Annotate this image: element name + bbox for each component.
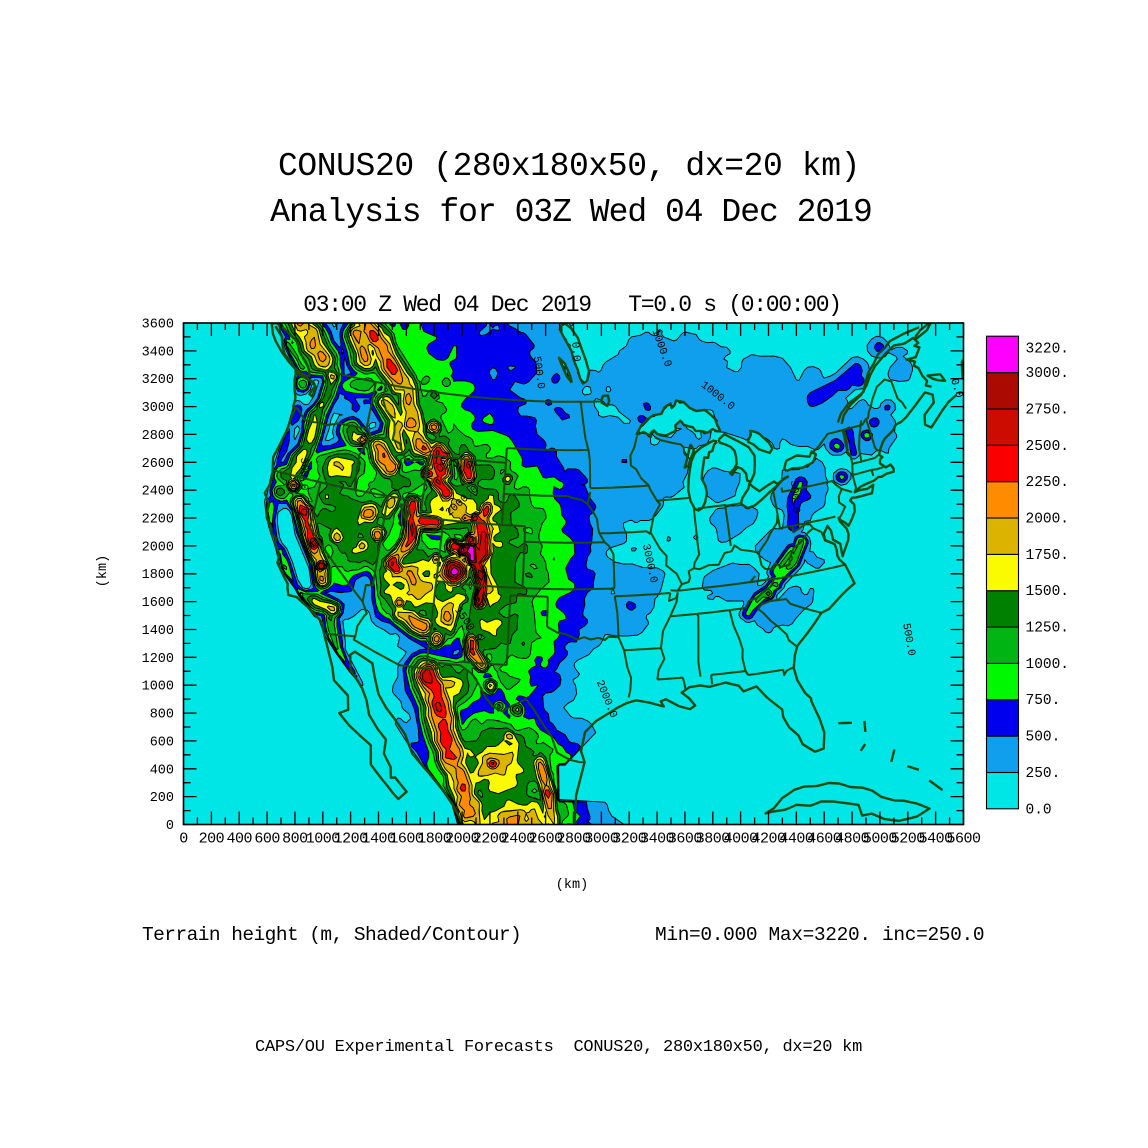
svg-text:2600: 2600 xyxy=(529,831,564,848)
svg-text:Analysis for 03Z Wed 04 Dec 20: Analysis for 03Z Wed 04 Dec 2019 xyxy=(270,194,872,231)
svg-text:3400: 3400 xyxy=(640,831,675,848)
svg-text:1200: 1200 xyxy=(334,831,369,848)
svg-text:4200: 4200 xyxy=(751,831,786,848)
svg-text:200: 200 xyxy=(150,791,174,806)
svg-text:4000: 4000 xyxy=(724,831,759,848)
svg-text:500.: 500. xyxy=(1026,730,1061,746)
svg-text:800: 800 xyxy=(282,831,308,848)
svg-text:4400: 4400 xyxy=(779,831,814,848)
svg-text:200: 200 xyxy=(199,831,225,848)
svg-text:0.0: 0.0 xyxy=(568,341,582,362)
svg-text:(km): (km) xyxy=(96,555,111,587)
svg-text:1000.: 1000. xyxy=(1026,657,1070,673)
svg-text:5000: 5000 xyxy=(863,831,898,848)
svg-text:2800: 2800 xyxy=(142,429,174,444)
svg-text:600: 600 xyxy=(150,735,174,750)
svg-text:2800: 2800 xyxy=(556,831,591,848)
svg-text:3000: 3000 xyxy=(584,831,619,848)
svg-text:5200: 5200 xyxy=(891,831,926,848)
svg-text:2000: 2000 xyxy=(142,540,174,555)
svg-text:400: 400 xyxy=(150,763,174,778)
svg-text:03:00 Z Wed 04 Dec 2019 T=0.: 03:00 Z Wed 04 Dec 2019 T=0.0 s (0:00:00… xyxy=(303,292,841,318)
svg-text:4800: 4800 xyxy=(835,831,870,848)
svg-text:3220.: 3220. xyxy=(1026,342,1070,358)
svg-text:800: 800 xyxy=(150,708,174,723)
svg-text:1600: 1600 xyxy=(142,596,174,611)
svg-text:(km): (km) xyxy=(556,878,588,893)
svg-text:2600: 2600 xyxy=(142,457,174,472)
svg-text:3600: 3600 xyxy=(668,831,703,848)
svg-text:500.0: 500.0 xyxy=(899,622,917,657)
svg-text:1250.: 1250. xyxy=(1026,621,1070,637)
svg-text:750.: 750. xyxy=(1026,693,1061,709)
svg-text:400: 400 xyxy=(226,831,252,848)
svg-text:1500.0: 1500.0 xyxy=(432,455,473,472)
svg-text:2000: 2000 xyxy=(445,831,480,848)
svg-text:600: 600 xyxy=(254,831,280,848)
svg-text:2400: 2400 xyxy=(501,831,536,848)
svg-text:0: 0 xyxy=(166,819,174,834)
svg-text:3400: 3400 xyxy=(142,345,174,360)
svg-text:500.0: 500.0 xyxy=(787,480,801,514)
svg-text:1400: 1400 xyxy=(142,624,174,639)
svg-text:2500.: 2500. xyxy=(1026,439,1070,455)
svg-text:3000.: 3000. xyxy=(1026,366,1070,382)
svg-text:2400: 2400 xyxy=(142,485,174,500)
svg-text:1000: 1000 xyxy=(306,831,341,848)
svg-text:1750.: 1750. xyxy=(1026,548,1070,564)
svg-text:250.: 250. xyxy=(1026,766,1061,782)
svg-text:3800: 3800 xyxy=(696,831,731,848)
svg-text:500.0: 500.0 xyxy=(530,356,546,390)
svg-text:1800: 1800 xyxy=(417,831,452,848)
svg-text:5400: 5400 xyxy=(919,831,954,848)
svg-text:1800: 1800 xyxy=(142,568,174,583)
svg-text:0: 0 xyxy=(179,831,188,848)
svg-text:1600: 1600 xyxy=(389,831,424,848)
svg-text:Min=0.000 Max=3220. inc=250.0: Min=0.000 Max=3220. inc=250.0 xyxy=(655,924,984,946)
svg-text:3200: 3200 xyxy=(612,831,647,848)
svg-text:2000.: 2000. xyxy=(1026,512,1070,528)
svg-text:3200: 3200 xyxy=(142,373,174,388)
svg-text:500.0: 500.0 xyxy=(297,457,309,490)
svg-text:2750.: 2750. xyxy=(1026,402,1070,418)
svg-text:3000: 3000 xyxy=(142,401,174,416)
svg-text:2200: 2200 xyxy=(473,831,508,848)
svg-text:1200: 1200 xyxy=(142,652,174,667)
svg-text:1400: 1400 xyxy=(361,831,396,848)
svg-text:1000: 1000 xyxy=(142,680,174,695)
svg-text:1500.: 1500. xyxy=(1026,584,1070,600)
svg-text:3600: 3600 xyxy=(142,318,174,333)
svg-text:4600: 4600 xyxy=(807,831,842,848)
svg-text:5600: 5600 xyxy=(946,831,981,848)
svg-text:2200: 2200 xyxy=(142,513,174,528)
svg-text:CONUS20 (280x180x50, dx=20 km): CONUS20 (280x180x50, dx=20 km) xyxy=(278,148,860,185)
svg-text:Terrain height (m, Shaded/Cont: Terrain height (m, Shaded/Contour) xyxy=(142,924,521,946)
svg-text:CAPS/OU Experimental Forecasts: CAPS/OU Experimental Forecasts CONUS20, … xyxy=(255,1038,862,1057)
svg-text:2250.: 2250. xyxy=(1026,475,1070,491)
svg-text:0.0: 0.0 xyxy=(1026,802,1052,818)
